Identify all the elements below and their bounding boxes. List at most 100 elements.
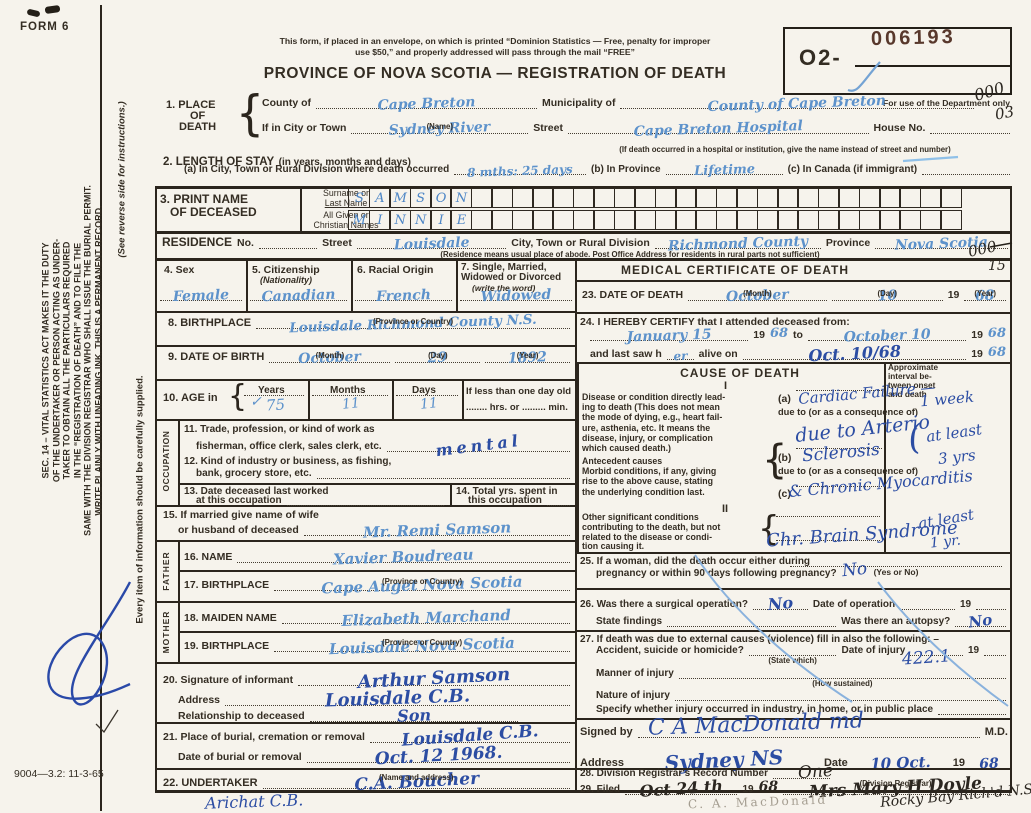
physician-address-field: Sydney NS — [629, 745, 819, 775]
cause-b-field — [796, 448, 882, 449]
rule — [1010, 186, 1012, 792]
letter-box — [756, 188, 779, 208]
age-less-label2: ........ hrs. or ......... min. — [466, 402, 568, 413]
letter-box: I — [430, 210, 453, 230]
mother-birthplace-row: 19. BIRTHPLACE Louisdale Nova Scotia (Pro… — [184, 634, 570, 658]
occupation-strip-label: OCCUPATION — [161, 430, 171, 492]
stamp-serial: 006193 — [870, 25, 957, 51]
accident-field: (State which) — [748, 655, 837, 665]
hospital-caption: (If death occurred in a hospital or inst… — [619, 145, 951, 154]
attended-to-field: October 10 — [807, 326, 967, 346]
informant-signature-field: Arthur Samson — [298, 664, 570, 693]
age-days-value: 11 — [419, 395, 439, 413]
sex-field: Female — [160, 287, 242, 305]
autopsy-field: No — [955, 610, 1006, 632]
rule — [575, 768, 1012, 770]
letter-box: S — [409, 188, 432, 208]
serial-stamp-box: O2- 006193 — [783, 25, 1012, 95]
letter-box — [532, 210, 555, 230]
sidebar-rule — [100, 5, 102, 811]
interval-bc-value1: at least — [925, 420, 984, 446]
surgery-answer-field: No — [753, 593, 808, 614]
age-months-field — [312, 395, 388, 396]
rule — [155, 601, 575, 603]
age-months-label: Months — [330, 385, 366, 396]
rule — [155, 186, 1012, 189]
attended-from-row: January 15 19 68 to October 10 19 68 — [590, 326, 1006, 346]
street-field: Cape Breton Hospital — [567, 118, 869, 140]
letter-box: N — [389, 210, 412, 230]
findings-field — [667, 626, 837, 627]
s3-label: 3. PRINT NAME — [160, 192, 249, 206]
letter-box — [674, 188, 697, 208]
letter-box — [552, 210, 575, 230]
rule — [575, 552, 1012, 554]
signed-by-row: Signed by M.D. — [580, 726, 1008, 738]
roman-numeral-one: I — [724, 380, 728, 392]
birthplace-field: Louisdale Richmond County N.S. (Province … — [256, 312, 570, 336]
letter-box — [776, 210, 799, 230]
rule — [155, 768, 575, 770]
letter-box — [756, 210, 779, 230]
age-years-label: Years — [258, 385, 285, 396]
manner-field: (How sustained) — [678, 678, 1006, 688]
father-name-row: 16. NAME Xavier Boudreau — [184, 546, 570, 568]
letter-box — [491, 210, 514, 230]
letter-box — [715, 188, 738, 208]
rule — [155, 379, 575, 381]
physician-signature-field — [637, 737, 980, 738]
s1-county-row: County of Cape Breton Municipality of Co… — [262, 93, 974, 115]
county-field: Cape Breton — [316, 94, 537, 114]
letter-box — [532, 188, 555, 208]
sex-label: 4. Sex — [164, 264, 195, 276]
specify-field — [938, 714, 1006, 715]
mother-name-row: 18. MAIDEN NAME Elizabeth Marchand — [184, 606, 570, 630]
age-brace: { — [228, 379, 248, 414]
letter-box — [654, 210, 677, 230]
dob-day-field: 29 (Day) — [395, 350, 481, 366]
age-years-field — [244, 395, 304, 396]
house-no-field — [930, 133, 1010, 134]
stay-province-field: Lifetime — [665, 162, 783, 179]
letter-box: O — [430, 188, 453, 208]
last-worked-field — [286, 505, 444, 506]
rule — [577, 362, 1012, 364]
rule — [577, 362, 579, 552]
rule — [575, 630, 1012, 632]
letter-box — [878, 210, 901, 230]
stay-canada-field — [922, 174, 1010, 175]
letter-box — [491, 188, 514, 208]
informant-relationship-row: Relationship to deceased Son — [178, 705, 570, 726]
marital-field: Widowed — [460, 287, 572, 305]
letter-box — [817, 188, 840, 208]
rule — [300, 186, 302, 231]
attended-from-field: January 15 — [590, 327, 749, 345]
her-field: er — [666, 349, 694, 363]
rule — [450, 483, 452, 505]
letter-box — [511, 188, 534, 208]
s11-label: 11. Trade, profession, or kind of work a… — [184, 424, 375, 435]
injury-code-value: 422.1 — [901, 646, 952, 670]
medical-certificate-header: MEDICAL CERTIFICATE OF DEATH — [621, 263, 849, 277]
death-day-field: 10 (Day) — [831, 288, 943, 304]
record-number-field — [773, 778, 830, 779]
letter-box — [470, 188, 493, 208]
rule — [155, 186, 157, 792]
letter-box — [797, 188, 820, 208]
manner-row: Manner of injury (How sustained) — [596, 668, 1006, 688]
letter-box — [511, 210, 534, 230]
letter-box: S — [348, 188, 371, 208]
s14-row: this occupation — [468, 495, 570, 506]
envelope-note: This form, if placed in an envelope, on … — [279, 36, 711, 57]
total-years-field — [546, 505, 570, 506]
letter-box — [654, 188, 677, 208]
letter-box — [674, 210, 697, 230]
letter-box — [552, 188, 575, 208]
stamp-prefix: O2- — [799, 45, 842, 70]
age-days-field — [396, 395, 458, 396]
burial-place-field: Louisdale C.B. — [369, 721, 570, 751]
letter-box — [878, 188, 901, 208]
undertaker-address-value: Arichat C.B. — [204, 790, 304, 813]
filed-row: 29. Filed Oct 24 th 19 68 Mrs Mary H Doyl… — [580, 773, 1008, 803]
